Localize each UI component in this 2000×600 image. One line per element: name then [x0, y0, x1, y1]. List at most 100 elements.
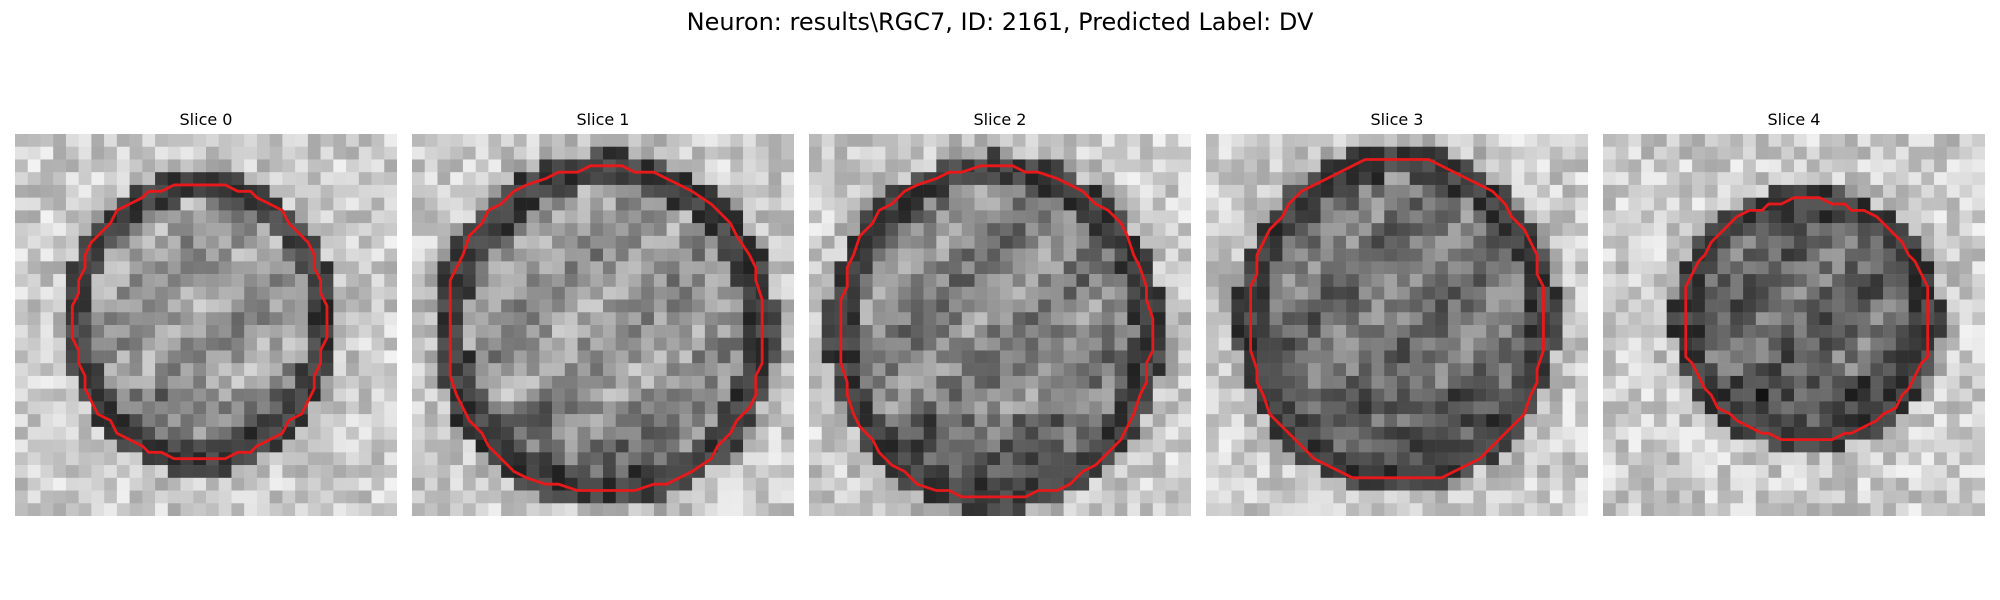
slice-pixel — [1832, 184, 1846, 198]
slice-pixel — [1152, 223, 1166, 237]
slice-pixel — [1679, 235, 1693, 249]
slice-pixel — [1743, 210, 1757, 224]
slice-pixel — [1256, 363, 1270, 377]
slice-pixel — [949, 235, 963, 249]
slice-pixel — [333, 426, 347, 440]
slice-pixel — [859, 184, 873, 198]
slice-pixel — [1178, 286, 1191, 300]
slice-pixel — [1435, 146, 1449, 160]
slice-pixel — [180, 223, 194, 237]
slice-pixel — [781, 490, 794, 504]
slice-pixel — [15, 172, 28, 186]
slice-pixel — [679, 503, 693, 516]
slice-pixel — [809, 401, 822, 415]
slice-pixel — [1603, 363, 1616, 377]
slice-pixel — [269, 490, 283, 504]
slice-pixel — [346, 159, 360, 173]
slice-pixel — [1844, 312, 1858, 326]
slice-pixel — [1641, 261, 1655, 275]
slice-pixel — [450, 210, 464, 224]
slice-pixel — [755, 235, 769, 249]
slice-pixel — [1089, 465, 1103, 479]
slice-pixel — [1346, 312, 1360, 326]
slice-pixel — [1768, 439, 1782, 453]
slice-pixel — [1050, 274, 1064, 288]
slice-pixel — [1537, 223, 1551, 237]
slice-pixel — [488, 503, 502, 516]
slice-pixel — [1895, 465, 1909, 479]
slice-pixel — [1050, 426, 1064, 440]
slice-pixel — [282, 172, 296, 186]
slice-pixel — [1895, 172, 1909, 186]
slice-pixel — [1641, 146, 1655, 160]
slice-pixel — [1307, 490, 1321, 504]
slice-pixel — [1704, 439, 1718, 453]
slice-pixel — [412, 184, 425, 198]
slice-pixel — [1641, 197, 1655, 211]
slice-pixel — [1895, 414, 1909, 428]
slice-pixel — [1895, 503, 1909, 516]
slice-pixel — [1537, 134, 1551, 147]
slice-pixel — [872, 286, 886, 300]
slice-pixel — [1063, 363, 1077, 377]
slice-pixel — [666, 414, 680, 428]
slice-pixel — [129, 375, 143, 389]
slice-pixel — [692, 146, 706, 160]
slice-pixel — [539, 286, 553, 300]
slice-pixel — [1717, 465, 1731, 479]
slice-pixel — [40, 274, 54, 288]
slice-pixel — [1282, 172, 1296, 186]
slice-pixel — [371, 375, 385, 389]
slice-pixel — [859, 350, 873, 364]
slice-pixel — [692, 248, 706, 262]
slice-pixel — [936, 490, 950, 504]
slice-pixel — [1549, 388, 1563, 402]
slice-pixel — [1473, 388, 1487, 402]
slice-pixel — [1460, 261, 1474, 275]
slice-pixel — [104, 452, 118, 466]
slice-pixel — [1231, 286, 1245, 300]
slice-pixel — [91, 172, 105, 186]
slice-pixel — [1447, 363, 1461, 377]
slice-pixel — [1038, 274, 1052, 288]
slice-pixel — [53, 312, 67, 326]
slice-pixel — [437, 172, 451, 186]
slice-pixel — [872, 159, 886, 173]
slice-pixel — [1819, 261, 1833, 275]
slice-pixel — [1562, 286, 1576, 300]
slice-pixel — [269, 414, 283, 428]
slice-pixel — [1781, 299, 1795, 313]
slice-pixel — [1857, 197, 1871, 211]
slice-pixel — [885, 375, 899, 389]
slice-pixel — [1152, 375, 1166, 389]
slice-pixel — [53, 477, 67, 491]
slice-pixel — [53, 134, 67, 147]
slice-pixel — [218, 414, 232, 428]
slice-pixel — [346, 363, 360, 377]
slice-pixel — [1615, 337, 1629, 351]
slice-pixel — [577, 134, 591, 147]
slice-pixel — [1895, 210, 1909, 224]
slice-pixel — [1768, 146, 1782, 160]
slice-pixel — [1575, 503, 1588, 516]
slice-pixel — [1397, 337, 1410, 351]
slice-pixel — [755, 261, 769, 275]
slice-pixel — [320, 363, 334, 377]
slice-pixel — [307, 197, 321, 211]
slice-pixel — [539, 146, 553, 160]
slice-pixel — [1231, 172, 1245, 186]
slice-pixel — [333, 274, 347, 288]
slice-pixel — [910, 223, 924, 237]
slice-pixel — [859, 261, 873, 275]
slice-pixel — [704, 210, 718, 224]
slice-pixel — [244, 248, 258, 262]
slice-pixel — [679, 490, 693, 504]
slice-pixel — [384, 337, 397, 351]
slice-pixel — [346, 184, 360, 198]
slice-pixel — [231, 350, 245, 364]
slice-pixel — [1524, 172, 1538, 186]
slice-pixel — [1717, 426, 1731, 440]
slice-pixel — [1435, 426, 1449, 440]
slice-pixel — [295, 363, 309, 377]
slice-pixel — [1165, 477, 1179, 491]
